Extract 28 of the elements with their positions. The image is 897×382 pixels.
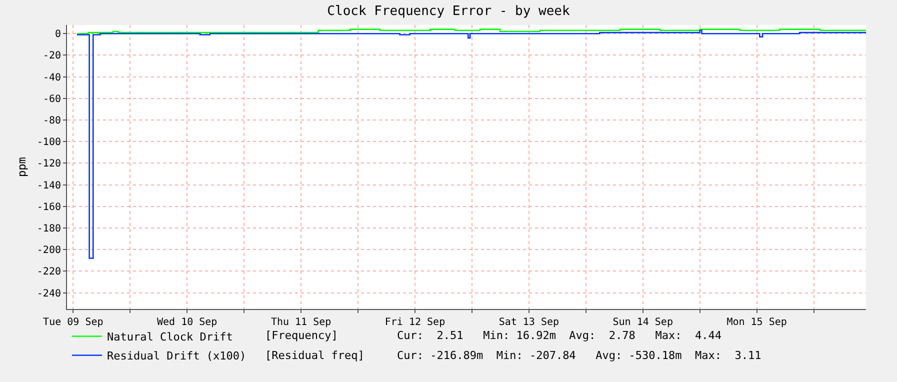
y-tick-label: -200 bbox=[36, 245, 61, 256]
legend-label: Residual Drift (x100) bbox=[107, 350, 246, 363]
x-tick-label: Sun 14 Sep bbox=[612, 317, 673, 328]
y-tick-label: 0 bbox=[54, 29, 61, 40]
y-tick-label: -20 bbox=[42, 50, 61, 62]
legend-label: Natural Clock Drift bbox=[107, 330, 233, 344]
y-tick-label: -220 bbox=[36, 266, 61, 278]
y-tick-label: -240 bbox=[36, 288, 61, 300]
chart-title: Clock Frequency Error - by week bbox=[327, 4, 570, 19]
text: Cur: 2.51 Min: 16.92m Avg: 2.78 Max: 4.44 bbox=[397, 329, 722, 342]
x-tick-label: Wed 10 Sep bbox=[157, 317, 218, 328]
text: [Frequency] bbox=[265, 329, 338, 342]
y-tick-label: -100 bbox=[36, 137, 61, 148]
y-tick-label: -60 bbox=[42, 94, 61, 105]
y-tick-label: -120 bbox=[36, 158, 61, 170]
x-tick-label: Mon 15 Sep bbox=[726, 317, 787, 328]
x-tick-label: Thu 11 Sep bbox=[270, 317, 332, 328]
y-tick-label: -160 bbox=[36, 202, 61, 213]
x-tick-label: Sat 13 Sep bbox=[498, 317, 560, 328]
y-tick-label: -140 bbox=[36, 180, 61, 192]
text: [Residual freq] bbox=[265, 349, 364, 362]
y-tick-label: -40 bbox=[42, 72, 61, 84]
y-tick-label: -80 bbox=[42, 116, 61, 127]
text: Cur: -216.89m Min: -207.84 Avg: -530.18m Max: 3.11 bbox=[397, 349, 762, 362]
y-axis-title: ppm bbox=[16, 156, 29, 177]
x-tick-label: Tue 09 Sep bbox=[43, 317, 104, 328]
x-tick-label: Fri 12 Sep bbox=[384, 317, 446, 328]
y-tick-label: -180 bbox=[36, 224, 61, 235]
